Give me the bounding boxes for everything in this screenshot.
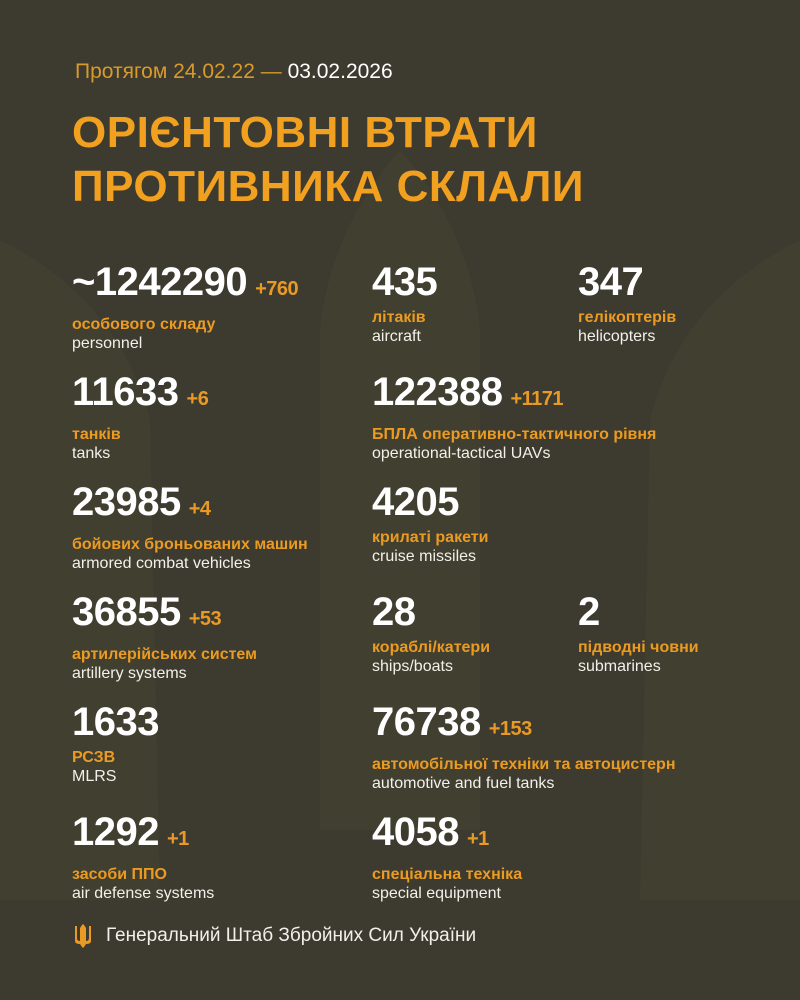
stat-label-en: air defense systems bbox=[72, 885, 215, 902]
footer: Генеральний Штаб Збройних Сил України bbox=[74, 924, 476, 948]
stat-label-en: artillery systems bbox=[72, 665, 187, 682]
title-line-2: ПРОТИВНИКА СКЛАЛИ bbox=[72, 162, 584, 211]
stat-value: 4205 bbox=[372, 482, 488, 522]
stat-number: 347 bbox=[578, 260, 644, 304]
stat-label-uk: артилерійських систем bbox=[72, 646, 257, 663]
stat-delta: +1171 bbox=[510, 388, 564, 410]
stat-personnel: ~1242290 +760 особового складу personnel bbox=[72, 260, 299, 354]
stat-operational-tactical-uavs: 122388 +1171 БПЛА оперативно-тактичного р… bbox=[372, 372, 656, 464]
stat-label-uk: бойових броньованих машин bbox=[72, 536, 308, 553]
stat-ships-boats: 28 кораблі/катери ships/boats bbox=[372, 592, 490, 677]
stat-number: 1292 bbox=[72, 810, 159, 854]
stat-armored-combat-vehicles: 23985 +4 бойових броньованих машин armore… bbox=[72, 482, 308, 574]
stat-number: 4058 bbox=[372, 810, 459, 854]
stat-special-equipment: 4058 +1 спеціальна техніка special equipm… bbox=[372, 812, 522, 904]
stat-value: 435 bbox=[372, 260, 438, 304]
stat-tanks: 11633 +6 танків tanks bbox=[72, 370, 209, 464]
stat-label-en: armored combat vehicles bbox=[72, 555, 251, 572]
stat-cruise-missiles: 4205 крилаті ракети cruise missiles bbox=[372, 482, 488, 567]
stat-label-en: cruise missiles bbox=[372, 548, 477, 565]
stat-label-uk: засоби ППО bbox=[72, 866, 167, 883]
stat-number: 23985 bbox=[72, 480, 181, 524]
stat-value: 23985 +4 bbox=[72, 482, 308, 529]
stat-label-en: MLRS bbox=[72, 768, 117, 785]
stat-number: 11633 bbox=[72, 370, 179, 414]
stat-mlrs: 1633 РСЗВ MLRS bbox=[72, 702, 159, 787]
stat-submarines: 2 підводні човни submarines bbox=[578, 592, 699, 677]
stat-label-uk: підводні човни bbox=[578, 639, 699, 656]
stat-value: 347 bbox=[578, 262, 676, 302]
stat-automotive-and-fuel-tanks: 76738 +153 автомобільної техніки та автоц… bbox=[372, 702, 675, 794]
stat-label-uk: танків bbox=[72, 426, 121, 443]
stat-number: 122388 bbox=[372, 370, 503, 414]
stat-value: 2 bbox=[578, 592, 699, 632]
stat-label-en: ships/boats bbox=[372, 658, 453, 675]
stat-label-en: special equipment bbox=[372, 885, 501, 902]
stat-label-en: submarines bbox=[578, 658, 661, 675]
stat-number: 435 bbox=[372, 260, 438, 304]
stat-label-uk: особового складу bbox=[72, 316, 216, 333]
stat-number: 2 bbox=[578, 590, 600, 634]
stat-air-defense-systems: 1292 +1 засоби ППО air defense systems bbox=[72, 812, 214, 904]
stat-aircraft: 435 літаків aircraft bbox=[372, 260, 438, 347]
stat-label-en: personnel bbox=[72, 335, 143, 352]
stat-label-en: operational-tactical UAVs bbox=[372, 445, 551, 462]
stat-label-en: aircraft bbox=[372, 328, 421, 345]
stat-delta: +1 bbox=[466, 828, 489, 850]
stat-value: 76738 +153 bbox=[372, 702, 675, 749]
footer-text: Генеральний Штаб Збройних Сил України bbox=[106, 925, 477, 946]
stat-value: ~1242290 +760 bbox=[72, 260, 299, 309]
stat-number: 76738 bbox=[372, 700, 481, 744]
stat-delta: +6 bbox=[186, 388, 209, 410]
stat-label-uk: кораблі/катери bbox=[372, 639, 491, 656]
stat-label-en: tanks bbox=[72, 445, 111, 462]
stat-value: 1292 +1 bbox=[72, 812, 214, 859]
stat-number: ~1242290 bbox=[72, 260, 248, 304]
title-line-1: ОРІЄНТОВНІ ВТРАТИ bbox=[72, 108, 538, 157]
stat-label-uk: крилаті ракети bbox=[372, 529, 489, 546]
stat-delta: +53 bbox=[188, 608, 222, 630]
period-end: 03.02.2026 bbox=[287, 60, 393, 83]
stat-number: 36855 bbox=[72, 590, 181, 634]
stat-label-uk: автомобільної техніки та автоцистерн bbox=[372, 756, 676, 773]
trident-icon bbox=[75, 924, 91, 948]
stat-value: 1633 bbox=[72, 702, 159, 742]
stat-delta: +153 bbox=[488, 718, 533, 740]
stat-delta: +4 bbox=[188, 498, 211, 520]
stat-artillery-systems: 36855 +53 артилерійських систем artillery… bbox=[72, 592, 257, 684]
stat-value: 122388 +1171 bbox=[372, 372, 656, 419]
stat-label-en: automotive and fuel tanks bbox=[372, 775, 555, 792]
stat-label-uk: РСЗВ bbox=[72, 749, 116, 766]
stat-number: 1633 bbox=[72, 700, 159, 744]
stat-delta: +1 bbox=[166, 828, 189, 850]
stat-value: 4058 +1 bbox=[372, 812, 522, 859]
stat-label-uk: спеціальна техніка bbox=[372, 866, 523, 883]
stat-label-uk: гелікоптерів bbox=[578, 309, 677, 326]
page-title: ОРІЄНТОВНІ ВТРАТИ ПРОТИВНИКА СКЛАЛИ bbox=[72, 106, 584, 214]
stat-value: 36855 +53 bbox=[72, 592, 257, 639]
stat-delta: +760 bbox=[255, 278, 299, 300]
stat-label-en: helicopters bbox=[578, 328, 656, 345]
stat-helicopters: 347 гелікоптерів helicopters bbox=[578, 262, 676, 347]
stat-label-uk: літаків bbox=[372, 309, 426, 326]
stat-value: 11633 +6 bbox=[72, 370, 209, 419]
period: Протягом 24.02.22 — 03.02.2026 bbox=[75, 60, 393, 84]
stat-label-uk: БПЛА оперативно-тактичного рівня bbox=[372, 426, 657, 443]
period-start: Протягом 24.02.22 — bbox=[75, 60, 282, 83]
stat-value: 28 bbox=[372, 592, 490, 632]
stat-number: 4205 bbox=[372, 480, 459, 524]
stat-number: 28 bbox=[372, 590, 416, 634]
